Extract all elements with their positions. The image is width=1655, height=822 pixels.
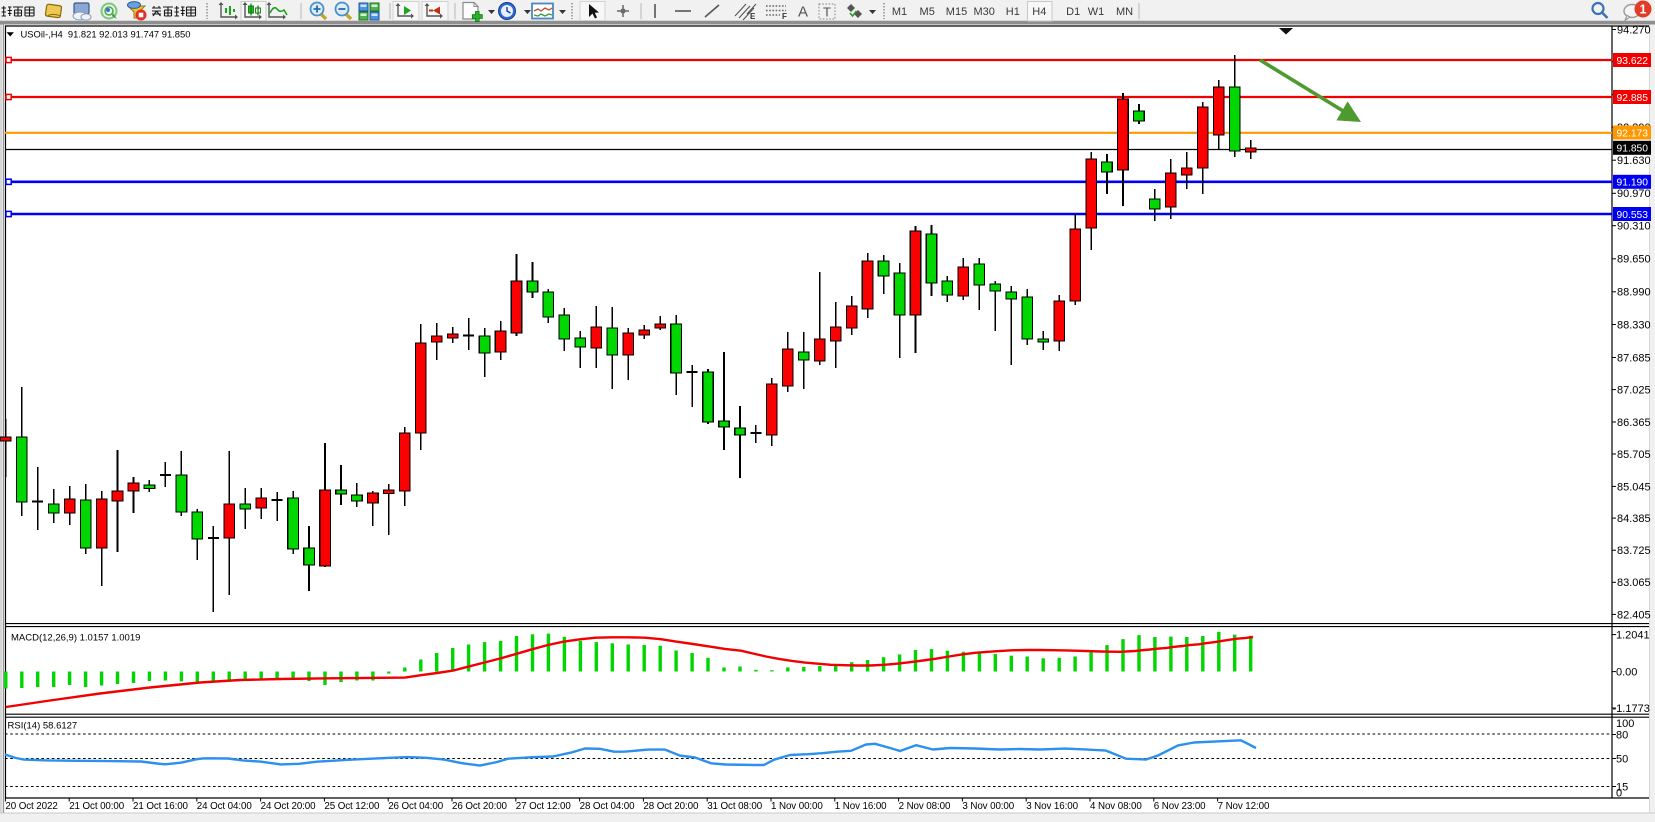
svg-text:H1: H1 xyxy=(1006,6,1020,18)
svg-text:3 Nov 00:00: 3 Nov 00:00 xyxy=(962,801,1014,812)
svg-text:31 Oct 08:00: 31 Oct 08:00 xyxy=(707,801,763,812)
svg-text:M5: M5 xyxy=(920,6,935,18)
svg-text:M30: M30 xyxy=(973,6,994,18)
svg-text:84.385: 84.385 xyxy=(1617,513,1651,525)
svg-text:4 Nov 08:00: 4 Nov 08:00 xyxy=(1090,801,1142,812)
svg-text:27 Oct 12:00: 27 Oct 12:00 xyxy=(516,801,572,812)
svg-text:1: 1 xyxy=(1640,2,1647,16)
svg-text:91.630: 91.630 xyxy=(1617,155,1651,167)
svg-text:21 Oct 00:00: 21 Oct 00:00 xyxy=(69,801,125,812)
svg-text:83.725: 83.725 xyxy=(1617,545,1651,557)
svg-text:7 Nov 12:00: 7 Nov 12:00 xyxy=(1218,801,1270,812)
svg-text:85.705: 85.705 xyxy=(1617,449,1651,461)
svg-text:6 Nov 23:00: 6 Nov 23:00 xyxy=(1154,801,1206,812)
svg-text:15: 15 xyxy=(1616,781,1628,793)
svg-text:MN: MN xyxy=(1116,6,1133,18)
svg-text:26 Oct 04:00: 26 Oct 04:00 xyxy=(388,801,444,812)
svg-text:M1: M1 xyxy=(892,6,907,18)
svg-text:93.622: 93.622 xyxy=(1617,56,1649,67)
svg-text:91.850: 91.850 xyxy=(1617,144,1649,155)
svg-text:92.885: 92.885 xyxy=(1617,93,1649,104)
svg-text:24 Oct 04:00: 24 Oct 04:00 xyxy=(197,801,253,812)
svg-text:D1: D1 xyxy=(1066,6,1080,18)
svg-text:1 Nov 16:00: 1 Nov 16:00 xyxy=(835,801,887,812)
svg-text:21 Oct 16:00: 21 Oct 16:00 xyxy=(133,801,189,812)
svg-text:88.330: 88.330 xyxy=(1617,319,1651,331)
svg-text:RSI(14) 58.6127: RSI(14) 58.6127 xyxy=(8,721,78,732)
svg-text:USOil-,H4 91.821 92.013 91.74: USOil-,H4 91.821 92.013 91.747 91.850 xyxy=(21,28,191,39)
svg-text:86.365: 86.365 xyxy=(1617,417,1651,429)
svg-text:89.650: 89.650 xyxy=(1617,254,1651,266)
svg-text:85.045: 85.045 xyxy=(1617,481,1651,493)
svg-text:M15: M15 xyxy=(946,6,967,18)
svg-text:90.310: 90.310 xyxy=(1617,221,1651,233)
svg-text:0.00: 0.00 xyxy=(1616,666,1637,678)
svg-text:90.553: 90.553 xyxy=(1617,210,1649,221)
svg-text:T: T xyxy=(823,5,831,20)
svg-text:92.173: 92.173 xyxy=(1617,128,1649,139)
svg-text:25 Oct 12:00: 25 Oct 12:00 xyxy=(324,801,380,812)
svg-text:-1.1773: -1.1773 xyxy=(1613,703,1650,715)
svg-text:91.190: 91.190 xyxy=(1617,178,1649,189)
svg-text:88.990: 88.990 xyxy=(1617,287,1651,299)
svg-text:A: A xyxy=(798,4,808,21)
svg-text:MACD(12,26,9) 1.0157 1.0019: MACD(12,26,9) 1.0157 1.0019 xyxy=(11,633,140,644)
svg-text:87.685: 87.685 xyxy=(1617,352,1651,364)
svg-text:0: 0 xyxy=(1616,787,1622,799)
svg-text:90.970: 90.970 xyxy=(1617,188,1651,200)
svg-text:28 Oct 20:00: 28 Oct 20:00 xyxy=(643,801,699,812)
svg-text:1 Nov 00:00: 1 Nov 00:00 xyxy=(771,801,823,812)
svg-text:2 Nov 08:00: 2 Nov 08:00 xyxy=(899,801,951,812)
svg-text:28 Oct 04:00: 28 Oct 04:00 xyxy=(580,801,636,812)
svg-text:24 Oct 20:00: 24 Oct 20:00 xyxy=(261,801,317,812)
svg-text:50: 50 xyxy=(1616,753,1628,765)
svg-text:82.405: 82.405 xyxy=(1617,609,1651,621)
svg-text:H4: H4 xyxy=(1032,6,1046,18)
svg-text:94.270: 94.270 xyxy=(1617,24,1651,36)
svg-text:87.025: 87.025 xyxy=(1617,385,1651,397)
svg-text:W1: W1 xyxy=(1088,6,1105,18)
svg-text:100: 100 xyxy=(1616,718,1634,730)
svg-text:26 Oct 20:00: 26 Oct 20:00 xyxy=(452,801,508,812)
svg-text:20 Oct 2022: 20 Oct 2022 xyxy=(5,801,57,812)
svg-text:F: F xyxy=(782,12,787,21)
svg-text:1.2041: 1.2041 xyxy=(1616,629,1650,641)
svg-text:80: 80 xyxy=(1616,729,1628,741)
svg-text:3 Nov 16:00: 3 Nov 16:00 xyxy=(1026,801,1078,812)
svg-text:83.065: 83.065 xyxy=(1617,577,1651,589)
svg-text:E: E xyxy=(750,12,756,21)
